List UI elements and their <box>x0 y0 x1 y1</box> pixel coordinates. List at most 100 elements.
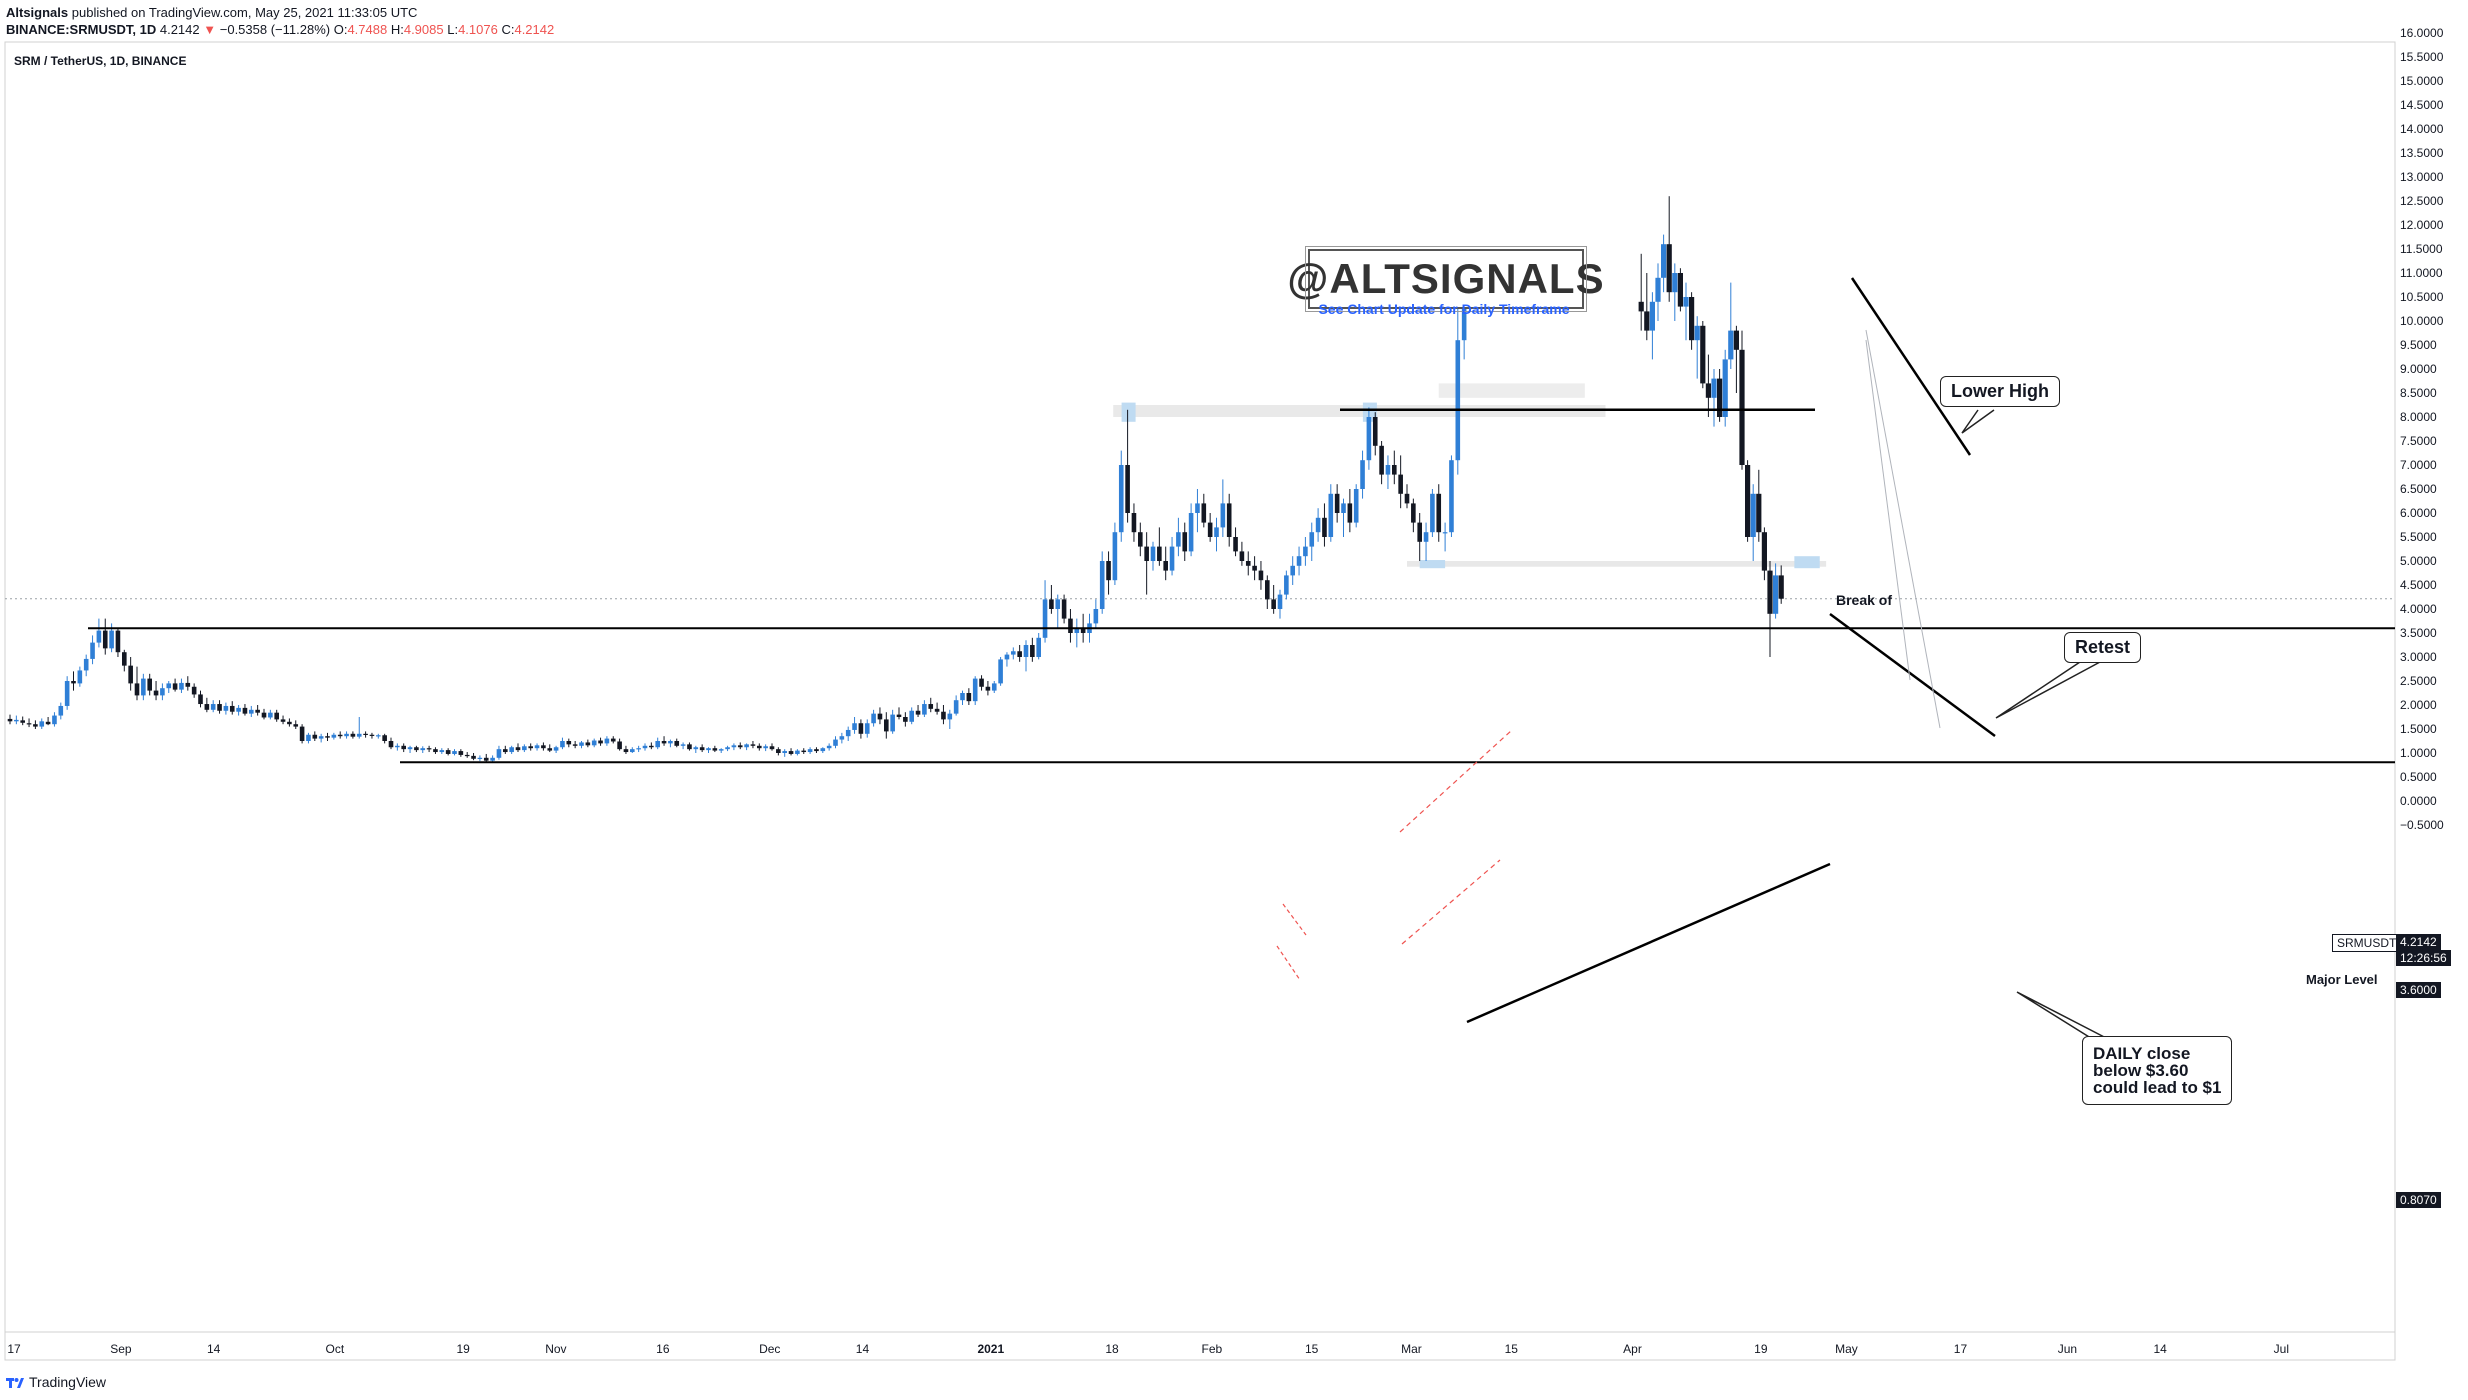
candle-body-82 <box>528 746 533 749</box>
time-axis-label: 14 <box>855 1342 870 1356</box>
candle-body-139 <box>890 714 895 732</box>
break-of-zone <box>1438 383 1585 398</box>
close-label: C: <box>501 22 515 37</box>
candle-body-35 <box>229 705 235 712</box>
grey-fib-line <box>1865 329 1941 729</box>
candle-body-228 <box>1455 340 1461 461</box>
footer[interactable]: TradingView <box>6 1374 106 1390</box>
candle-body-198 <box>1265 580 1270 600</box>
candle-body-180 <box>1150 546 1156 561</box>
candle-body-40 <box>261 712 267 718</box>
candle-body-223 <box>1423 532 1429 542</box>
candle-body-178 <box>1138 532 1143 547</box>
candle-body-67 <box>433 749 438 753</box>
price-axis-label: 0.0000 <box>2400 794 2437 808</box>
time-axis-label: Mar <box>1401 1342 1422 1356</box>
candle-body-46 <box>299 726 305 741</box>
candle-body-18 <box>122 652 127 666</box>
candle-body-158 <box>1011 651 1016 655</box>
candle-body-145 <box>928 704 934 709</box>
candle-body-172 <box>1099 561 1105 609</box>
candle-body-135 <box>864 723 870 734</box>
candle-body-42 <box>274 712 279 720</box>
candle-body-39 <box>255 709 260 713</box>
low-level-tag: 0.8070 <box>2396 1192 2441 1208</box>
footer-brand: TradingView <box>29 1374 107 1390</box>
candle-body-6 <box>45 721 51 725</box>
candle-body-108 <box>693 747 699 750</box>
candle-body-64 <box>414 747 419 751</box>
candle-body-59 <box>382 735 387 741</box>
candle-body-151 <box>966 693 972 702</box>
price-axis-label: 15.0000 <box>2400 74 2444 88</box>
candle-body-98 <box>630 749 635 753</box>
candle-body-152 <box>972 678 978 702</box>
candle-body-142 <box>909 710 914 722</box>
candle-body-200 <box>1277 594 1283 609</box>
late-candle-body-21 <box>1756 493 1762 533</box>
time-axis-label: 19 <box>1754 1342 1768 1356</box>
candle-body-49 <box>318 736 324 739</box>
candle-body-36 <box>236 707 241 712</box>
candle-body-33 <box>217 704 222 711</box>
candle-body-176 <box>1125 465 1130 513</box>
late-candle-body-4 <box>1661 244 1667 278</box>
ascending-trendline <box>1466 862 1831 1024</box>
candle-body-15 <box>102 630 108 649</box>
candle-body-173 <box>1106 561 1111 581</box>
candle-body-164 <box>1049 599 1054 609</box>
break-of-label: Break of <box>1836 592 1893 608</box>
candle-body-189 <box>1207 522 1213 537</box>
candle-body-149 <box>953 700 959 714</box>
candle-body-210 <box>1341 503 1346 513</box>
candle-body-207 <box>1322 517 1327 537</box>
candle-body-104 <box>668 741 673 744</box>
price-axis-label: 3.0000 <box>2400 650 2437 664</box>
candle-body-202 <box>1290 565 1295 576</box>
candle-body-213 <box>1360 460 1365 489</box>
candle-body-93 <box>598 740 603 744</box>
candle-body-229 <box>1461 301 1467 341</box>
candle-body-131 <box>839 736 845 740</box>
late-candle-body-10 <box>1694 325 1700 341</box>
candle-body-21 <box>141 678 146 696</box>
price-axis-label: 5.5000 <box>2400 530 2437 544</box>
ohlc-line: BINANCE:SRMUSDT, 1D 4.2142 ▼ −0.5358 (−1… <box>6 22 554 37</box>
candle-body-88 <box>566 741 572 745</box>
open-label: O: <box>333 22 348 37</box>
candle-body-113 <box>725 747 730 750</box>
candle-body-105 <box>674 741 680 746</box>
candle-body-121 <box>776 749 781 753</box>
resistance-touch-1 <box>1121 402 1136 422</box>
candle-body-75 <box>483 757 489 761</box>
candle-body-10 <box>71 681 76 684</box>
countdown-tag: 12:26:56 <box>2396 950 2451 966</box>
candle-body-45 <box>293 724 299 727</box>
candle-body-122 <box>782 751 787 753</box>
candle-body-134 <box>858 723 864 734</box>
candle-body-22 <box>147 678 152 691</box>
major-level-tag: 3.6000 <box>2396 982 2441 998</box>
candles <box>7 196 1784 763</box>
price-axis-label: 2.5000 <box>2400 674 2437 688</box>
candle-body-197 <box>1258 570 1264 581</box>
candle-body-209 <box>1334 493 1340 513</box>
close-value: 4.2142 <box>514 22 555 37</box>
late-candle-body-13 <box>1711 378 1717 398</box>
candle-body-96 <box>617 741 622 750</box>
late-candle-body-9 <box>1689 297 1695 341</box>
candle-body-203 <box>1296 556 1302 566</box>
time-axis-label: 14 <box>2153 1342 2167 1356</box>
price-axis-label: 13.5000 <box>2400 146 2444 160</box>
candle-body-114 <box>731 745 737 748</box>
grey-fib-line-2 <box>1865 339 1911 681</box>
candle-body-5 <box>39 721 45 727</box>
price-axis-label: 10.5000 <box>2400 290 2444 304</box>
candle-body-31 <box>204 704 210 710</box>
time-axis-label: 16 <box>656 1342 670 1356</box>
daily-close-line-1: DAILY close <box>2093 1044 2191 1063</box>
candle-body-193 <box>1233 537 1238 552</box>
candle-body-100 <box>642 745 648 749</box>
late-candle-body-2 <box>1649 301 1655 331</box>
